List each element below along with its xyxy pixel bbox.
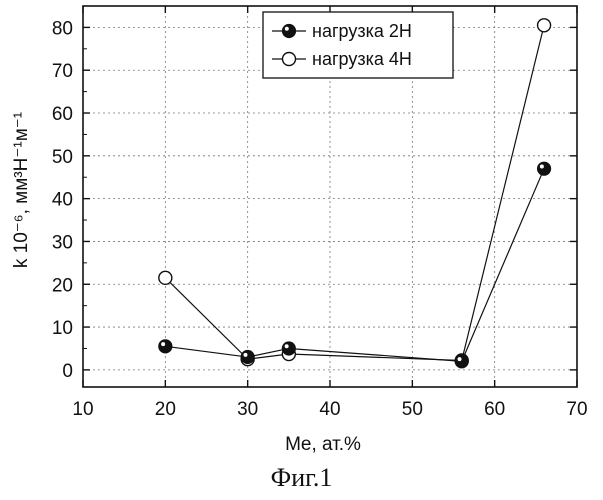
legend-marker-2 [283, 53, 296, 66]
y-tick-label: 50 [52, 147, 73, 168]
x-axis-label: Me, ат.% [285, 434, 361, 455]
y-tick-label: 30 [52, 232, 73, 253]
marker-body [241, 351, 254, 364]
data-point-series-1 [159, 340, 172, 353]
data-point-series-1 [282, 342, 295, 355]
marker-body [283, 25, 296, 38]
y-tick-label: 0 [62, 361, 73, 382]
marker-highlight [161, 342, 165, 346]
data-point-series-1 [455, 355, 468, 368]
y-tick-label: 40 [52, 190, 73, 211]
data-point-series-1 [241, 351, 254, 364]
data-point-series-1 [538, 162, 551, 175]
legend-label-1: нагрузка 2Н [312, 21, 412, 41]
y-tick-label: 10 [52, 318, 73, 339]
y-tick-label: 70 [52, 61, 73, 82]
x-tick-label: 20 [155, 399, 176, 420]
marker-body [282, 342, 295, 355]
data-point-series-2 [538, 19, 551, 32]
y-tick-label: 60 [52, 104, 73, 125]
figure-caption: Фиг.1 [0, 463, 603, 493]
legend: нагрузка 2Н нагрузка 4Н [263, 12, 453, 78]
marker-highlight [243, 353, 247, 357]
x-tick-labels: 10 20 30 40 50 60 70 [72, 399, 587, 420]
series-line-1 [165, 169, 544, 362]
marker-highlight [285, 344, 289, 348]
y-tick-label: 20 [52, 275, 73, 296]
marker-body [159, 340, 172, 353]
x-tick-label: 50 [402, 399, 423, 420]
legend-label-2: нагрузка 4Н [312, 49, 412, 69]
x-tick-label: 70 [566, 399, 587, 420]
chart: 10 20 30 40 50 60 70 0 10 20 30 40 50 60 70 80 Me, ат.… [0, 0, 603, 460]
x-tick-label: 30 [237, 399, 258, 420]
marker-highlight [540, 164, 544, 168]
legend-marker-1 [283, 25, 296, 38]
marker-highlight [285, 27, 289, 31]
x-tick-label: 60 [484, 399, 505, 420]
data-point-series-2 [159, 271, 172, 284]
marker-body [538, 162, 551, 175]
y-tick-label: 80 [52, 18, 73, 39]
x-tick-label: 40 [319, 399, 340, 420]
y-axis-label: k 10⁻⁶, мм³Н⁻¹м⁻¹ [11, 112, 32, 268]
marker-highlight [458, 357, 462, 361]
marker-body [455, 355, 468, 368]
x-tick-label: 10 [72, 399, 93, 420]
y-tick-labels: 0 10 20 30 40 50 60 70 80 [52, 18, 73, 381]
